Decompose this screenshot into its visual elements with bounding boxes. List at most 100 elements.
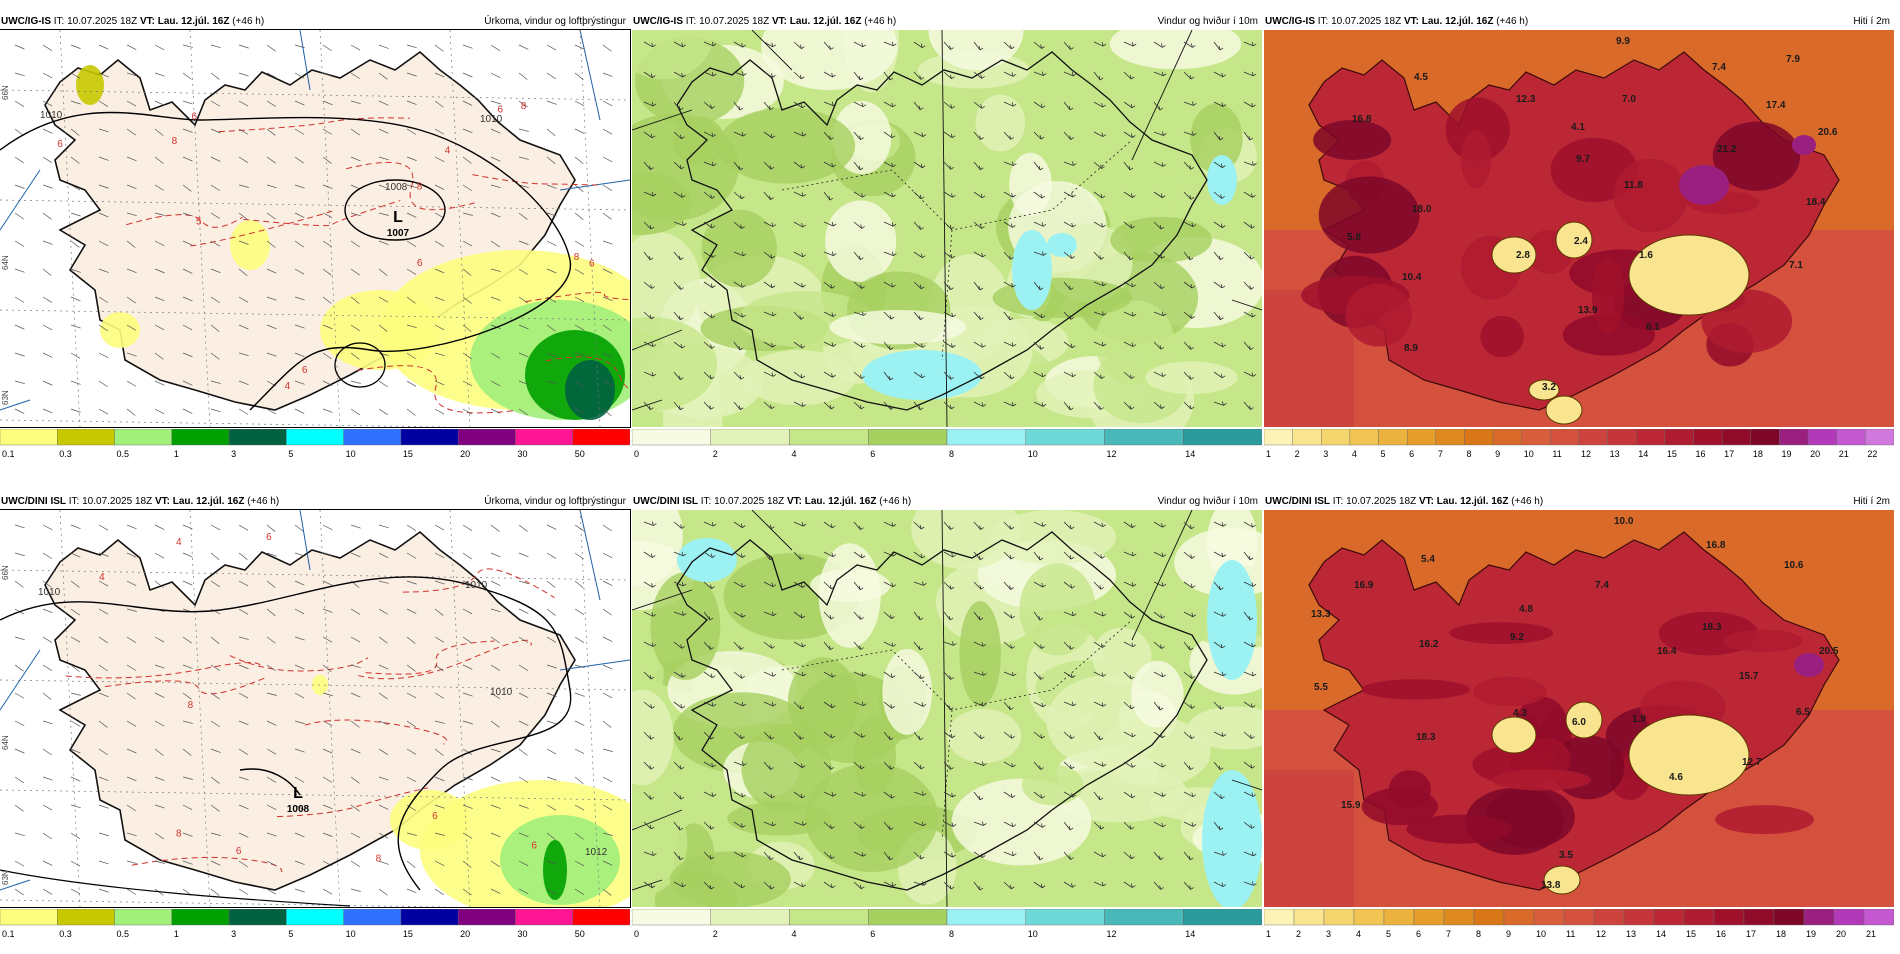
temp-map: 10.0 5.4 16.8 10.6 16.9 7.4 4.8 13.3 9.2 18.3 20.5…	[1264, 510, 1894, 907]
colorbar-label: 11	[1552, 449, 1561, 459]
temperature-value: 10.4	[1402, 272, 1422, 283]
colorbar-swatch	[400, 429, 459, 446]
colorbar-label: 10	[1028, 929, 1038, 939]
colorbar-swatch	[1378, 429, 1408, 446]
colorbar-swatch	[171, 909, 230, 926]
panel-title: Vindur og hviður í 10m	[1157, 16, 1258, 27]
colorbar-swatch	[1863, 909, 1894, 926]
lead-time: (+46 h)	[1496, 16, 1529, 27]
colorbar-label: 8	[949, 929, 954, 939]
init-time: IT: 10.07.2025 18Z	[1317, 16, 1402, 27]
colorbar-label: 6	[1416, 929, 1421, 939]
temperature-value: 17.4	[1766, 100, 1786, 111]
temperature-value: 4.3	[1513, 708, 1527, 719]
colorbar-label: 0.5	[117, 929, 130, 939]
colorbar-label: 10	[1536, 929, 1546, 939]
wind-speed-area	[632, 788, 688, 898]
wind-speed-area	[1131, 660, 1184, 728]
glacier-area	[1528, 379, 1560, 401]
colorbar-swatch	[1183, 909, 1262, 926]
colorbar-label: 13	[1626, 929, 1636, 939]
colorbar-swatch	[1025, 909, 1105, 926]
colorbar-swatch	[1264, 429, 1293, 446]
colorbar-swatch	[286, 909, 344, 926]
colorbar-label: 6	[870, 449, 875, 459]
colorbar-label: 15	[1667, 449, 1677, 459]
temperature-value: 7.4	[1712, 62, 1726, 73]
wind-speed-area	[818, 543, 881, 648]
latitude-label: 63N	[1, 390, 10, 405]
temperature-area	[1361, 679, 1471, 700]
temperature-value: 5.4	[1421, 554, 1435, 565]
temperature-value: 6.5	[1796, 707, 1810, 718]
temperature-area	[1460, 129, 1492, 189]
colorbar-label: 14	[1656, 929, 1666, 939]
colorbar-label: 1	[174, 449, 179, 459]
lead-time: (+46 h)	[879, 496, 912, 507]
colorbar-swatch	[946, 429, 1026, 446]
precip-map: L 1008 1010 1010 1010 1012 6 8 8 6 4 4 8 6 6 66N 64N 63N	[0, 509, 631, 908]
colorbar-swatch	[1183, 429, 1262, 446]
lead-time: (+46 h)	[247, 496, 280, 507]
temperature-area	[1361, 787, 1438, 826]
wind-speed-area	[1109, 30, 1242, 70]
isobar-label: 1010	[38, 587, 61, 598]
colorbar-swatch	[1623, 909, 1655, 926]
panel-title: Hiti í 2m	[1853, 16, 1890, 27]
temp-map: 9.9 7.4 7.9 4.5 12.3 7.0 17.4 16.8 4.1 21.2 20.6 9.…	[1264, 30, 1894, 427]
colorbar-label: 22	[1867, 449, 1877, 459]
valid-time: VT: Lau. 12.júl. 16Z	[1403, 16, 1494, 27]
temperature-area	[1480, 315, 1524, 358]
colorbar-label: 15	[403, 449, 413, 459]
colorbar-swatch	[1353, 909, 1385, 926]
wind-speed-area	[632, 689, 674, 786]
temperature-value: 9.2	[1510, 632, 1524, 643]
colorbar-swatch	[1578, 429, 1608, 446]
precip-contour-label: 8	[521, 101, 527, 112]
colorbar-swatch	[1473, 909, 1505, 926]
temperature-value: 16.2	[1419, 639, 1439, 650]
temperature-value: 15.7	[1739, 671, 1759, 682]
colorbar-swatch	[1750, 429, 1780, 446]
model-name: UWC/IG-IS	[1, 16, 51, 27]
wind-speed-area	[928, 30, 1024, 71]
colorbar-label: 4	[1352, 449, 1357, 459]
temperature-value: 20.6	[1818, 127, 1838, 138]
strong-wind-area	[1047, 233, 1077, 257]
temperature-value: 3.2	[1542, 382, 1556, 393]
temperature-value: 4.8	[1519, 604, 1533, 615]
precip-contour-label: 4	[285, 381, 291, 392]
temperature-area	[1313, 120, 1392, 161]
precip-area	[543, 840, 567, 900]
isobar-label: 1012	[585, 847, 608, 858]
iceland-landmass	[44, 530, 576, 891]
colorbar-label: 30	[517, 449, 527, 459]
colorbar-swatch	[1593, 909, 1625, 926]
colorbar-label: 19	[1781, 449, 1791, 459]
wind-speed-area	[990, 510, 1116, 565]
colorbar-label: 4	[1356, 929, 1361, 939]
wind-speed-area	[959, 600, 1001, 707]
colorbar-label: 3	[1326, 929, 1331, 939]
colorbar-label: 50	[575, 929, 585, 939]
colorbar-swatch	[286, 429, 344, 446]
temperature-value: 16.4	[1657, 646, 1677, 657]
temperature-area	[1712, 121, 1801, 191]
colorbar-label: 1	[1266, 449, 1271, 459]
temperature-value: 6.1	[1646, 322, 1660, 333]
precip-contour-label: 4	[445, 145, 451, 156]
low-pressure-mark: L	[393, 209, 403, 226]
colorbar-swatch	[515, 909, 573, 926]
precip-contour-label: 8	[376, 854, 382, 865]
precip-area	[565, 360, 615, 420]
colorbar-swatch	[632, 429, 711, 446]
wind-speed-area	[1087, 164, 1182, 217]
wind-speed-area	[1021, 764, 1084, 806]
colorbar-label: 3	[231, 449, 236, 459]
temperature-value: 5.8	[1347, 232, 1361, 243]
wind-colorbar: 0 2 4 6 8 10 12 14	[632, 909, 1262, 943]
valid-time: VT: Lau. 12.júl. 16Z	[139, 16, 230, 27]
colorbar-label: 2	[713, 929, 718, 939]
colorbar-swatch	[789, 429, 869, 446]
colorbar-label: 10	[1028, 449, 1038, 459]
